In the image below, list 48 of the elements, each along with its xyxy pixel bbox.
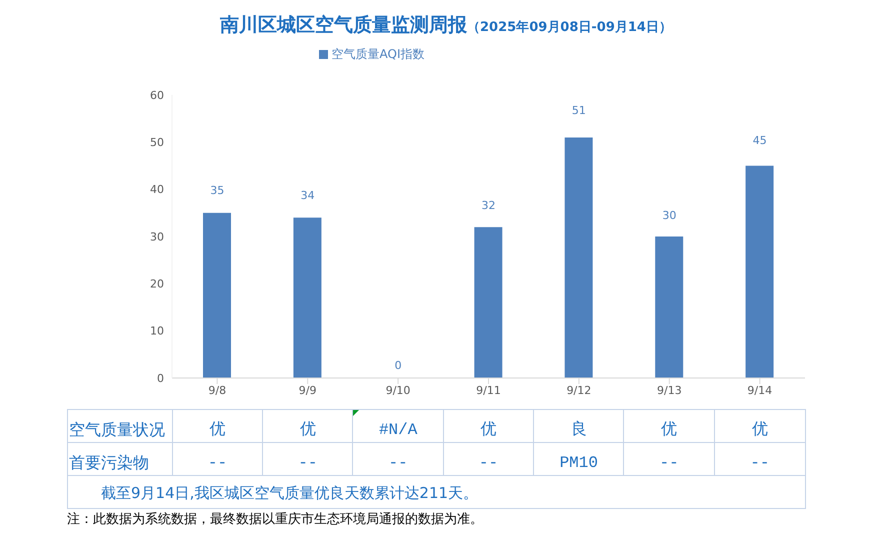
data-label: 0 (394, 359, 402, 372)
text: 优 (172, 410, 264, 442)
data-label: 35 (210, 184, 224, 197)
x-tick-label: 9/11 (476, 384, 501, 397)
text: PM10 (534, 443, 624, 475)
text: -- (444, 443, 534, 475)
text: 优 (750, 420, 769, 441)
y-tick-label: 30 (150, 230, 164, 244)
y-tick-label: 10 (150, 324, 164, 338)
chart-subtitle: （2025年09月08日-09月14日） (467, 20, 672, 35)
text: -- (624, 443, 715, 475)
x-tick-label: 9/12 (566, 384, 592, 397)
bar (293, 218, 322, 378)
y-tick-label: 40 (150, 183, 164, 196)
x-tick-label: 9/9 (298, 384, 316, 397)
text: 注：此数据为系统数据，最终数据以重庆市生态环境局通报的数据为准。 (67, 511, 483, 528)
text: 截至9月14日,我区城区空气质量优良天数累计达211天。 (100, 483, 480, 504)
text: -- (749, 453, 770, 474)
bar (203, 212, 231, 378)
text: 优 (624, 410, 715, 442)
text: #N/A (353, 410, 444, 442)
y-tick-label: 20 (150, 278, 164, 291)
legend-label: 空气质量AQI指数 (332, 47, 424, 61)
text: 优 (263, 410, 354, 442)
data-label: 45 (752, 134, 767, 147)
bar (474, 227, 502, 378)
chart-title: 南川区城区空气质量监测周报 (220, 14, 468, 36)
bar (564, 137, 593, 378)
text: 良 (534, 410, 624, 442)
data-label: 51 (572, 104, 586, 117)
x-tick-label: 9/10 (386, 384, 410, 397)
x-tick-label: 9/13 (657, 384, 682, 397)
y-tick-label: 60 (150, 88, 164, 102)
y-tick-label: 50 (150, 136, 164, 150)
x-tick-label: 9/14 (747, 384, 772, 397)
x-tick-label: 9/8 (208, 384, 226, 397)
bar (746, 166, 774, 378)
text: -- (353, 443, 444, 475)
data-label: 32 (482, 199, 496, 212)
text: 空气质量状况 (68, 410, 173, 442)
text: 优 (444, 410, 534, 442)
data-label: 30 (662, 209, 676, 222)
bar (655, 236, 684, 378)
text: -- (263, 443, 354, 475)
text: 首要污染物 (68, 443, 173, 475)
text: -- (172, 443, 264, 475)
data-label: 34 (300, 189, 315, 202)
y-tick-label: 0 (157, 372, 164, 385)
